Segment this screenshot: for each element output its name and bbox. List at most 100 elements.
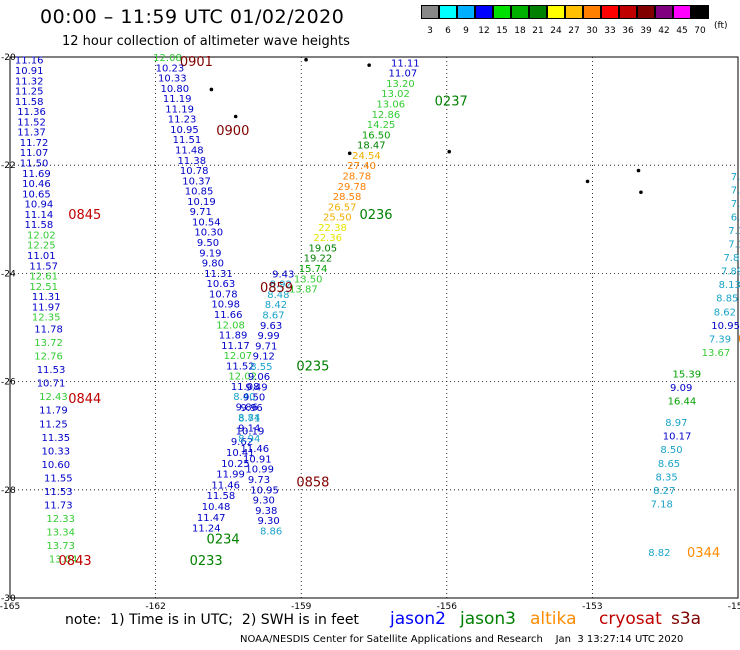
island-dot bbox=[639, 190, 643, 195]
wave-height-label: 10.60 bbox=[42, 460, 71, 471]
wave-height-label: 10.71 bbox=[37, 379, 66, 390]
colorbar-tick-label: 24 bbox=[550, 26, 562, 36]
wave-height-label: 7.89 bbox=[721, 267, 740, 278]
wave-height-label: 7.1 bbox=[728, 240, 740, 251]
wave-height-label: 15.74 bbox=[299, 264, 328, 275]
pass-time-label: 0 bbox=[738, 332, 740, 347]
wave-height-label: 11.36 bbox=[17, 107, 46, 118]
colorbar-swatch bbox=[637, 5, 655, 19]
colorbar-tick-label: 9 bbox=[463, 26, 469, 36]
colorbar-tick-label: 27 bbox=[568, 26, 580, 36]
wave-height-label: 19.22 bbox=[304, 254, 333, 265]
colorbar-tick-label: 18 bbox=[514, 26, 526, 36]
colorbar-swatch bbox=[691, 5, 709, 19]
wave-height-label: 11.52 bbox=[226, 361, 255, 372]
wave-height-label: 8.92 bbox=[270, 280, 292, 291]
wave-height-label: 9.62 bbox=[231, 437, 253, 448]
wave-height-label: 16.44 bbox=[668, 397, 697, 408]
island-dot bbox=[209, 87, 214, 92]
wave-height-label: 8.85 bbox=[716, 294, 738, 305]
wave-height-label: 8.13 bbox=[719, 280, 740, 291]
colorbar-tick-label: 12 bbox=[478, 26, 490, 36]
wave-height-label: 11.58 bbox=[207, 491, 236, 502]
wave-height-label: 11.69 bbox=[22, 169, 51, 180]
wave-height-label: 11.07 bbox=[389, 69, 418, 80]
wave-height-label: 11.14 bbox=[25, 210, 54, 221]
island-dot bbox=[367, 63, 371, 67]
pass-time-label: 0845 bbox=[68, 208, 101, 223]
wave-height-label: 10.91 bbox=[15, 66, 44, 77]
colorbar-unit: (ft) bbox=[714, 21, 728, 31]
legend-s3a: s3a bbox=[671, 609, 702, 629]
wave-height-label: 10.33 bbox=[42, 446, 71, 457]
wave-height-label: 12.43 bbox=[39, 392, 68, 403]
wave-height-label: 25.50 bbox=[323, 213, 352, 224]
colorbar-swatch bbox=[529, 5, 547, 19]
wave-height-label: 13.04 bbox=[49, 555, 78, 566]
wave-height-label: 24.54 bbox=[352, 151, 381, 162]
colorbar-swatch bbox=[655, 5, 673, 19]
wave-height-label: 11.97 bbox=[32, 302, 61, 313]
colorbar-tick-label: 36 bbox=[622, 26, 634, 36]
wave-height-label: 8.82 bbox=[648, 548, 670, 559]
wave-height-label: 8.67 bbox=[262, 311, 284, 322]
y-tick-label: -28 bbox=[1, 486, 16, 496]
wave-height-label: 9.73 bbox=[248, 475, 270, 486]
y-tick-label: -22 bbox=[1, 161, 16, 171]
wave-height-label: 9.38 bbox=[255, 506, 277, 517]
wave-height-label: 13.67 bbox=[702, 348, 731, 359]
colorbar-tick-label: 30 bbox=[586, 26, 598, 36]
wave-height-label: 10.80 bbox=[160, 84, 189, 95]
wave-height-label: 7.7 bbox=[731, 186, 740, 197]
wave-height-label: 11.46 bbox=[211, 480, 240, 491]
legend-jason2: jason2 bbox=[390, 609, 446, 629]
wave-height-label: 12.61 bbox=[29, 272, 58, 283]
wave-height-label: 11.46 bbox=[241, 444, 270, 455]
wave-height-label: 11.31 bbox=[204, 269, 233, 280]
wave-height-label: 9.06 bbox=[248, 372, 270, 383]
wave-height-label: 8.40 bbox=[233, 392, 255, 403]
wave-height-label: 28.78 bbox=[342, 171, 371, 182]
island-dot bbox=[347, 151, 352, 156]
colorbar-swatch bbox=[547, 5, 565, 19]
wave-height-label: 13.02 bbox=[381, 89, 410, 100]
footer-credit: NOAA/NESDIS Center for Satellite Applica… bbox=[240, 634, 684, 645]
pass-time-label: 0858 bbox=[296, 476, 329, 491]
wave-height-label: 11.53 bbox=[37, 365, 66, 376]
island-dot bbox=[447, 149, 452, 154]
wave-height-label: 11.58 bbox=[25, 220, 54, 231]
wave-height-label: 13.06 bbox=[376, 100, 405, 111]
wave-height-label: 11.58 bbox=[15, 97, 44, 108]
wave-height-label: 22.36 bbox=[313, 233, 342, 244]
x-tick-label: -159 bbox=[291, 602, 312, 612]
pass-time-label: 0233 bbox=[190, 554, 223, 569]
wave-height-label: 11.47 bbox=[197, 513, 226, 524]
wave-height-label: 8.55 bbox=[250, 362, 272, 373]
colorbar-swatch bbox=[565, 5, 583, 19]
wave-height-label: 10.37 bbox=[182, 176, 211, 187]
wave-height-label: 11.19 bbox=[165, 104, 194, 115]
wave-height-label: 7.83 bbox=[723, 253, 740, 264]
colorbar-tick-label: 3 bbox=[427, 26, 433, 36]
wave-height-label: 10.95 bbox=[250, 485, 279, 496]
legend-altika: altika bbox=[530, 609, 577, 629]
wave-height-label: 9.30 bbox=[258, 516, 280, 527]
wave-height-label: 12.25 bbox=[27, 241, 56, 252]
wave-height-label: 8.84 bbox=[238, 413, 260, 424]
wave-height-label: 9.12 bbox=[253, 352, 275, 363]
colorbar-swatch bbox=[493, 5, 511, 19]
wave-height-label: 9.30 bbox=[253, 496, 275, 507]
wave-height-label: 12.51 bbox=[29, 282, 58, 293]
wave-height-label: 11.25 bbox=[39, 419, 68, 430]
colorbar-tick-label: 33 bbox=[604, 26, 616, 36]
wave-height-label: 11.38 bbox=[177, 156, 206, 167]
wave-height-label: 7.39 bbox=[709, 334, 731, 345]
y-tick-label: -20 bbox=[1, 53, 16, 63]
legend-jason3: jason3 bbox=[460, 609, 516, 629]
wave-height-label: 13.72 bbox=[34, 338, 63, 349]
colorbar-tick-label: 6 bbox=[445, 26, 451, 36]
wave-height-label: 10.98 bbox=[211, 300, 240, 311]
wave-height-label: 22.38 bbox=[318, 223, 347, 234]
wave-height-label: 7.6 bbox=[731, 172, 740, 183]
colorbar-swatch bbox=[475, 5, 493, 19]
